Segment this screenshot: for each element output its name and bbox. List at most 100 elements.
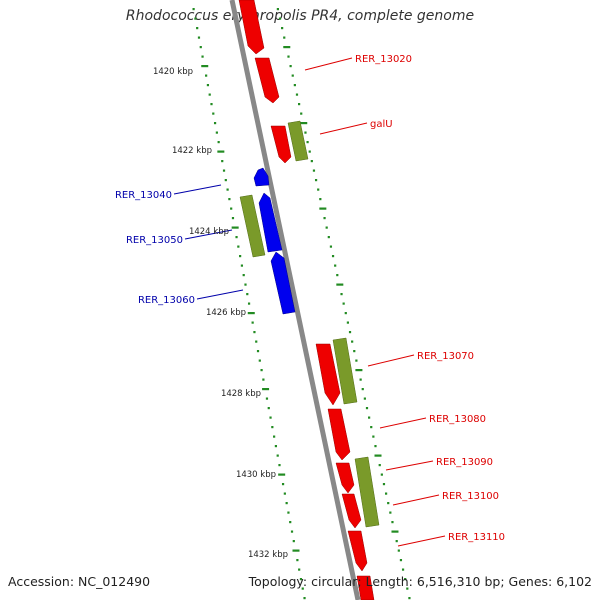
gene-feature[interactable] xyxy=(335,462,355,494)
major-tick xyxy=(217,150,225,153)
scale-label: 1428 kbp xyxy=(221,389,261,399)
scale-label: 1420 kbp xyxy=(153,67,193,77)
gene-feature[interactable] xyxy=(270,125,292,164)
minor-tick xyxy=(291,74,294,77)
gene-label[interactable]: RER_13110 xyxy=(448,532,505,543)
minor-tick xyxy=(361,388,364,391)
minor-tick xyxy=(255,340,258,343)
minor-tick xyxy=(262,378,265,381)
minor-tick xyxy=(278,464,281,467)
major-tick xyxy=(319,207,327,210)
minor-tick xyxy=(267,407,270,410)
major-tick xyxy=(231,226,239,229)
right-leaders xyxy=(304,57,446,547)
forward-genes xyxy=(238,0,375,600)
minor-tick xyxy=(239,255,242,258)
minor-tick xyxy=(206,84,210,87)
gene-feature[interactable] xyxy=(254,57,280,104)
minor-tick xyxy=(289,521,292,524)
left-leaders xyxy=(173,184,244,300)
minor-tick xyxy=(382,483,386,486)
gene-feature[interactable] xyxy=(287,120,309,162)
gene-feature[interactable] xyxy=(270,251,296,315)
minor-tick xyxy=(374,445,377,448)
minor-tick xyxy=(395,540,398,543)
gene-label[interactable]: RER_13060 xyxy=(138,295,195,306)
gene-feature[interactable] xyxy=(258,192,283,253)
scale-label: 1432 kbp xyxy=(248,550,288,560)
olive-features xyxy=(239,120,380,528)
major-tick xyxy=(336,283,344,286)
gene-feature[interactable] xyxy=(356,575,375,600)
minor-tick xyxy=(253,331,256,334)
minor-tick xyxy=(329,245,333,248)
minor-tick xyxy=(283,492,286,495)
minor-tick xyxy=(208,93,211,96)
minor-tick xyxy=(387,502,390,505)
scale-label: 1426 kbp xyxy=(206,308,246,318)
minor-tick xyxy=(256,350,260,353)
gene-label[interactable]: RER_13050 xyxy=(126,235,183,246)
gene-feature[interactable] xyxy=(327,408,351,461)
gene-label[interactable]: RER_13020 xyxy=(355,54,412,65)
minor-tick xyxy=(242,274,245,277)
minor-tick xyxy=(298,103,301,106)
minor-tick xyxy=(213,122,217,125)
gene-feature[interactable] xyxy=(315,343,341,406)
outer-tick-ring xyxy=(276,8,411,600)
gene-label[interactable]: RER_13040 xyxy=(115,190,172,201)
genome-backbone xyxy=(229,0,361,600)
gene-feature[interactable] xyxy=(253,167,270,187)
minor-tick xyxy=(205,74,208,77)
minor-tick xyxy=(237,245,240,248)
minor-tick xyxy=(292,540,295,543)
gene-feature[interactable] xyxy=(239,194,266,258)
minor-tick xyxy=(344,312,347,315)
minor-tick xyxy=(283,36,286,39)
minor-tick xyxy=(323,217,326,220)
minor-tick xyxy=(221,160,224,163)
gene-feature[interactable] xyxy=(238,0,265,55)
minor-tick xyxy=(244,283,247,286)
minor-tick xyxy=(296,559,299,562)
minor-tick xyxy=(260,369,263,372)
minor-tick xyxy=(319,198,322,201)
minor-tick xyxy=(310,160,313,163)
minor-tick xyxy=(265,397,269,400)
gene-feature[interactable] xyxy=(354,456,380,528)
topology-summary: Topology: circular; Length: 6,516,310 bp… xyxy=(248,574,592,589)
minor-tick xyxy=(308,150,311,153)
minor-tick xyxy=(397,549,400,552)
minor-tick xyxy=(258,359,261,362)
major-tick xyxy=(391,530,399,533)
inner-tick-ring xyxy=(192,8,306,600)
gene-feature[interactable] xyxy=(332,337,358,405)
gene-feature[interactable] xyxy=(347,530,368,572)
minor-tick xyxy=(298,568,301,571)
map-title: Rhodococcus erythropolis PR4, complete g… xyxy=(125,8,475,24)
gene-label[interactable]: RER_13080 xyxy=(429,414,486,425)
major-tick xyxy=(201,65,209,68)
minor-tick xyxy=(269,416,272,419)
minor-tick xyxy=(240,264,244,267)
accession-text: Accession: NC_012490 xyxy=(8,574,151,589)
gene-label[interactable]: RER_13070 xyxy=(417,351,474,362)
minor-tick xyxy=(299,578,303,581)
minor-tick xyxy=(334,264,337,267)
minor-tick xyxy=(306,141,309,144)
minor-tick xyxy=(224,179,227,182)
major-tick xyxy=(374,454,382,457)
gene-label[interactable]: RER_13100 xyxy=(442,491,499,502)
minor-tick xyxy=(281,27,284,30)
gene-label[interactable]: galU xyxy=(370,119,393,130)
minor-tick xyxy=(285,502,288,505)
minor-tick xyxy=(359,378,362,381)
gene-feature[interactable] xyxy=(341,493,362,529)
minor-tick xyxy=(348,331,352,334)
minor-tick xyxy=(281,483,285,486)
minor-tick xyxy=(365,407,369,410)
minor-tick xyxy=(351,340,354,343)
gene-label[interactable]: RER_13090 xyxy=(436,457,493,468)
minor-tick xyxy=(247,302,251,305)
